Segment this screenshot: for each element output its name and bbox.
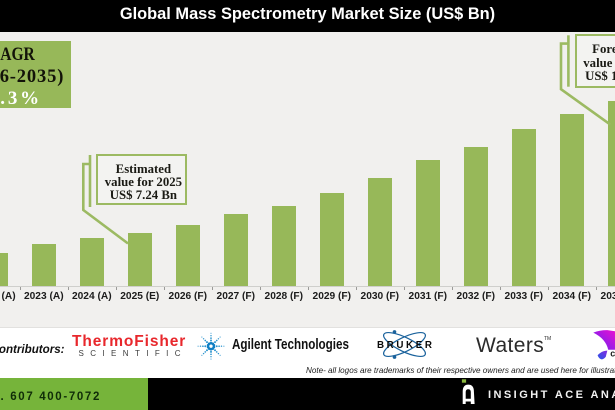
svg-text:c: c [610, 348, 615, 358]
